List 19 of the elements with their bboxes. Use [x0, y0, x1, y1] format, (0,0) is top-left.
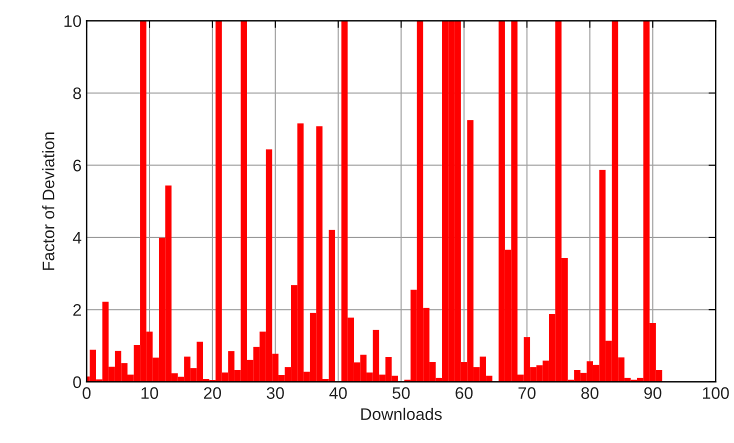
y-tick-label: 4: [72, 232, 82, 244]
y-tick-label: 10: [64, 15, 82, 28]
x-tick-label: 60: [456, 387, 473, 399]
x-axis-title: Downloads: [361, 408, 442, 420]
y-tick-label: 8: [73, 87, 82, 100]
x-tick-label: 100: [703, 387, 729, 399]
x-tick-label: 30: [266, 387, 284, 399]
y-tick-label: 0: [73, 376, 82, 388]
x-tick-label: 50: [392, 387, 410, 399]
x-tick-label: 0: [82, 387, 91, 399]
x-tick-label: 70: [518, 387, 536, 399]
x-tick-label: 90: [644, 387, 662, 399]
x-tick-label: 80: [581, 387, 598, 399]
y-tick-label: 6: [73, 160, 82, 172]
x-tick-label: 10: [142, 387, 158, 399]
x-tick-label: 40: [329, 387, 347, 399]
y-tick-label: 2: [73, 304, 81, 316]
y-axis-title: Factor of Deviation: [42, 132, 54, 270]
x-tick-label: 20: [204, 387, 222, 399]
